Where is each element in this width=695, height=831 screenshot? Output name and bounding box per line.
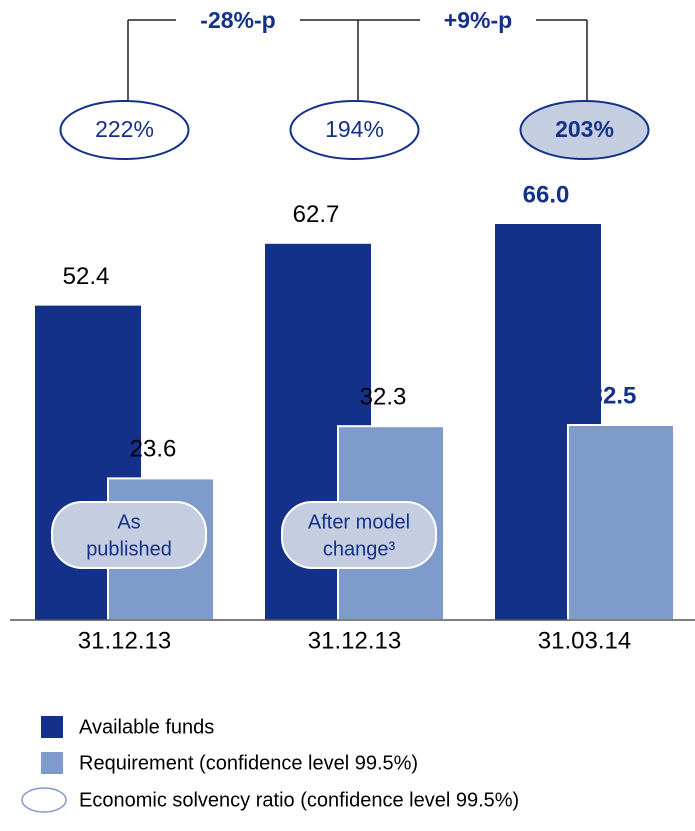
badge-label: After model [308, 511, 410, 533]
value-label: 62.7 [293, 201, 340, 228]
x-tick-label: 31.12.13 [308, 627, 401, 654]
badge-label: published [86, 538, 172, 560]
ratio-ellipse [59, 100, 190, 160]
change-label: +9%-p [444, 7, 512, 33]
value-label: 32.3 [360, 384, 407, 411]
legend-label: Requirement (confidence level 99.5%) [79, 752, 418, 774]
legend-swatch [41, 716, 63, 738]
legend-label: Available funds [79, 716, 214, 738]
x-tick-label: 31.03.14 [538, 627, 631, 654]
ratio-label: 222% [95, 116, 154, 142]
value-label: 32.5 [590, 382, 637, 409]
legend-swatch [41, 752, 63, 774]
badge [51, 501, 207, 569]
ratio-label: 203% [555, 116, 614, 142]
change-brackets [127, 19, 588, 102]
badge [281, 501, 437, 569]
badge-label: change³ [323, 538, 396, 560]
legend-swatch [21, 787, 67, 813]
change-label: -28%-p [200, 7, 275, 33]
badge-label: As [117, 511, 140, 533]
value-label: 52.4 [63, 263, 110, 290]
value-label: 23.6 [130, 436, 177, 463]
ratio-ellipse [519, 100, 650, 160]
x-tick-label: 31.12.13 [78, 627, 171, 654]
ratio-ellipse [289, 100, 420, 160]
bar [567, 424, 675, 621]
value-label: 66.0 [523, 181, 570, 208]
legend-label: Economic solvency ratio (confidence leve… [79, 789, 519, 811]
ratio-label: 194% [325, 116, 384, 142]
